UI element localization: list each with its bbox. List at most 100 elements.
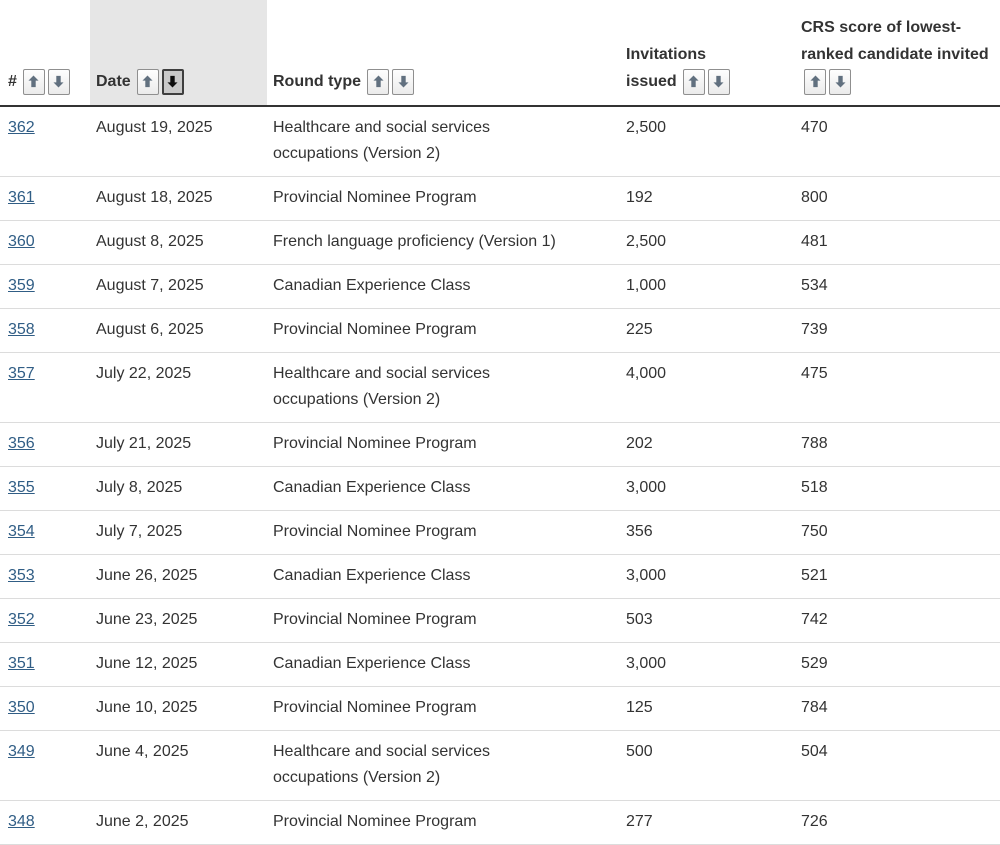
invitations-cell: 125: [620, 686, 795, 731]
crs-cell: 739: [795, 308, 1000, 353]
round-type-cell: Provincial Nominee Program: [267, 308, 620, 353]
round-number-link[interactable]: 352: [8, 611, 35, 628]
invitations-cell: 192: [620, 176, 795, 221]
sort-asc-button-crs[interactable]: [804, 68, 826, 95]
sort-desc-button-date[interactable]: [161, 68, 184, 95]
round-number-cell: 358: [0, 308, 90, 353]
sort-desc-button-invitations[interactable]: [707, 68, 730, 95]
round-number-link[interactable]: 360: [8, 233, 35, 250]
round-number-cell: 360: [0, 220, 90, 265]
sort-asc-icon: [142, 75, 153, 88]
column-label-invitations: Invitations issued: [626, 46, 707, 90]
sort-desc-icon: [713, 76, 724, 88]
crs-cell: 784: [795, 686, 1000, 731]
round-number-cell: 353: [0, 554, 90, 599]
table-row: 355 July 8, 2025 Canadian Experience Cla…: [0, 466, 1000, 511]
round-number-cell: 355: [0, 466, 90, 511]
round-type-cell: Provincial Nominee Program: [267, 686, 620, 731]
round-number-link[interactable]: 361: [8, 189, 35, 206]
crs-cell: 742: [795, 598, 1000, 643]
column-label-date: Date: [96, 73, 131, 90]
round-number-cell: 348: [0, 800, 90, 845]
round-number-link[interactable]: 356: [8, 435, 35, 452]
date-cell: July 8, 2025: [90, 466, 267, 511]
sort-asc-button-date[interactable]: [136, 68, 159, 95]
sort-asc-icon: [809, 75, 821, 88]
round-number-link[interactable]: 354: [8, 523, 35, 540]
table-row: 350 June 10, 2025 Provincial Nominee Pro…: [0, 686, 1000, 731]
round-type-cell: Provincial Nominee Program: [267, 598, 620, 643]
sort-asc-icon: [688, 75, 699, 88]
crs-cell: 481: [795, 220, 1000, 265]
round-number-link[interactable]: 348: [8, 813, 35, 830]
crs-cell: 800: [795, 176, 1000, 221]
round-number-link[interactable]: 353: [8, 567, 35, 584]
date-cell: June 23, 2025: [90, 598, 267, 643]
table-row: 348 June 2, 2025 Provincial Nominee Prog…: [0, 800, 1000, 845]
round-number-cell: 361: [0, 176, 90, 221]
column-label-round-type: Round type: [273, 73, 361, 90]
round-number-link[interactable]: 355: [8, 479, 35, 496]
crs-cell: 726: [795, 800, 1000, 845]
round-number-link[interactable]: 351: [8, 655, 35, 672]
date-cell: June 4, 2025: [90, 730, 267, 801]
round-number-cell: 356: [0, 422, 90, 467]
round-number-cell: 362: [0, 106, 90, 177]
sort-desc-icon: [53, 76, 64, 88]
invitations-cell: 3,000: [620, 466, 795, 511]
invitations-cell: 225: [620, 308, 795, 353]
date-cell: June 12, 2025: [90, 642, 267, 687]
round-number-cell: 357: [0, 352, 90, 423]
round-number-link[interactable]: 362: [8, 119, 35, 136]
round-number-link[interactable]: 349: [8, 743, 35, 760]
header-row: # Date Round type Invitations issued CRS…: [0, 0, 1000, 107]
sort-desc-icon: [167, 76, 178, 88]
column-header-date: Date: [90, 0, 267, 107]
date-cell: June 2, 2025: [90, 800, 267, 845]
column-header-number: #: [0, 0, 90, 107]
invitations-cell: 3,000: [620, 642, 795, 687]
table-row: 358 August 6, 2025 Provincial Nominee Pr…: [0, 308, 1000, 353]
sort-desc-button-round-type[interactable]: [392, 68, 414, 95]
round-type-cell: Canadian Experience Class: [267, 466, 620, 511]
date-cell: August 6, 2025: [90, 308, 267, 353]
sort-asc-button-round-type[interactable]: [367, 68, 389, 95]
sort-asc-icon: [28, 75, 39, 88]
crs-cell: 534: [795, 264, 1000, 309]
date-cell: August 7, 2025: [90, 264, 267, 309]
crs-cell: 521: [795, 554, 1000, 599]
column-label-crs: CRS score of lowest-ranked candidate inv…: [801, 19, 989, 63]
round-type-cell: French language proficiency (Version 1): [267, 220, 620, 265]
invitations-cell: 503: [620, 598, 795, 643]
crs-cell: 518: [795, 466, 1000, 511]
invitations-cell: 3,000: [620, 554, 795, 599]
crs-cell: 788: [795, 422, 1000, 467]
date-cell: July 21, 2025: [90, 422, 267, 467]
sort-asc-button-invitations[interactable]: [682, 68, 705, 95]
column-header-round-type: Round type: [267, 0, 620, 107]
table-body: 362 August 19, 2025 Healthcare and socia…: [0, 106, 1000, 845]
date-cell: July 22, 2025: [90, 352, 267, 423]
sort-desc-icon: [834, 76, 846, 88]
column-header-crs: CRS score of lowest-ranked candidate inv…: [795, 0, 1000, 107]
table-row: 356 July 21, 2025 Provincial Nominee Pro…: [0, 422, 1000, 467]
sort-desc-button-number[interactable]: [47, 68, 70, 95]
invitations-cell: 500: [620, 730, 795, 801]
round-number-link[interactable]: 350: [8, 699, 35, 716]
crs-cell: 475: [795, 352, 1000, 423]
round-number-cell: 354: [0, 510, 90, 555]
round-number-link[interactable]: 358: [8, 321, 35, 338]
invitations-cell: 1,000: [620, 264, 795, 309]
invitations-cell: 277: [620, 800, 795, 845]
table-header: # Date Round type Invitations issued CRS…: [0, 0, 1000, 107]
round-number-cell: 352: [0, 598, 90, 643]
date-cell: August 8, 2025: [90, 220, 267, 265]
round-number-link[interactable]: 357: [8, 365, 35, 382]
table-row: 354 July 7, 2025 Provincial Nominee Prog…: [0, 510, 1000, 555]
sort-asc-button-number[interactable]: [22, 68, 45, 95]
sort-desc-button-crs[interactable]: [829, 68, 851, 95]
crs-cell: 504: [795, 730, 1000, 801]
round-number-link[interactable]: 359: [8, 277, 35, 294]
table-row: 353 June 26, 2025 Canadian Experience Cl…: [0, 554, 1000, 599]
